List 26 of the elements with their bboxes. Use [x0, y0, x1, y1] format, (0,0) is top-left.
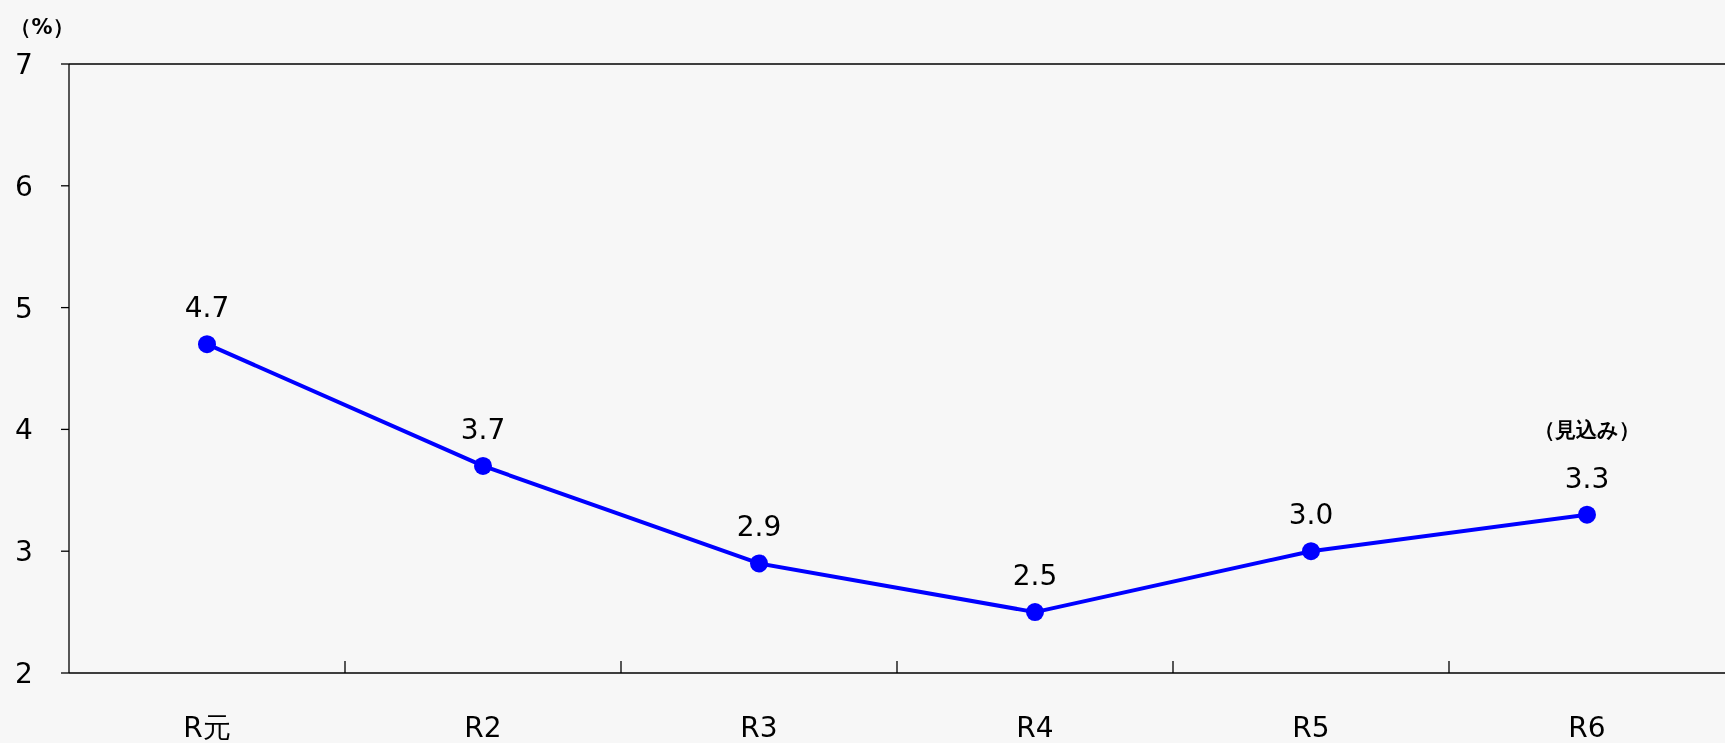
- data-label: 3.7: [460, 412, 506, 446]
- data-label: 2.9: [736, 510, 782, 544]
- x-tick-label: R6: [1568, 711, 1606, 743]
- y-tick-label: 6: [15, 169, 33, 203]
- data-label: 3.0: [1288, 498, 1334, 532]
- data-label: 2.5: [1012, 559, 1058, 593]
- y-axis-title: （%）: [10, 15, 74, 39]
- y-tick-label: 2: [15, 657, 33, 690]
- point: [750, 554, 768, 573]
- annotation: （見込み）: [1534, 417, 1640, 442]
- y-tick-label: 5: [15, 291, 33, 325]
- x-tick-label: R3: [740, 711, 778, 743]
- y-tick-label: 3: [15, 535, 33, 569]
- y-tick-label: 7: [15, 48, 33, 81]
- point: [198, 335, 216, 354]
- x-tick-label: R2: [464, 711, 502, 743]
- point: [474, 456, 492, 475]
- point: [1302, 542, 1320, 561]
- x-tick-label: R5: [1292, 711, 1330, 743]
- point: [1578, 505, 1596, 524]
- x-tick-label: R元: [183, 711, 231, 743]
- x-tick-label: R4: [1016, 711, 1054, 743]
- data-label: 4.7: [184, 291, 230, 325]
- data-label: 3.3: [1564, 461, 1610, 495]
- point: [1026, 603, 1044, 622]
- y-tick-label: 4: [15, 413, 33, 447]
